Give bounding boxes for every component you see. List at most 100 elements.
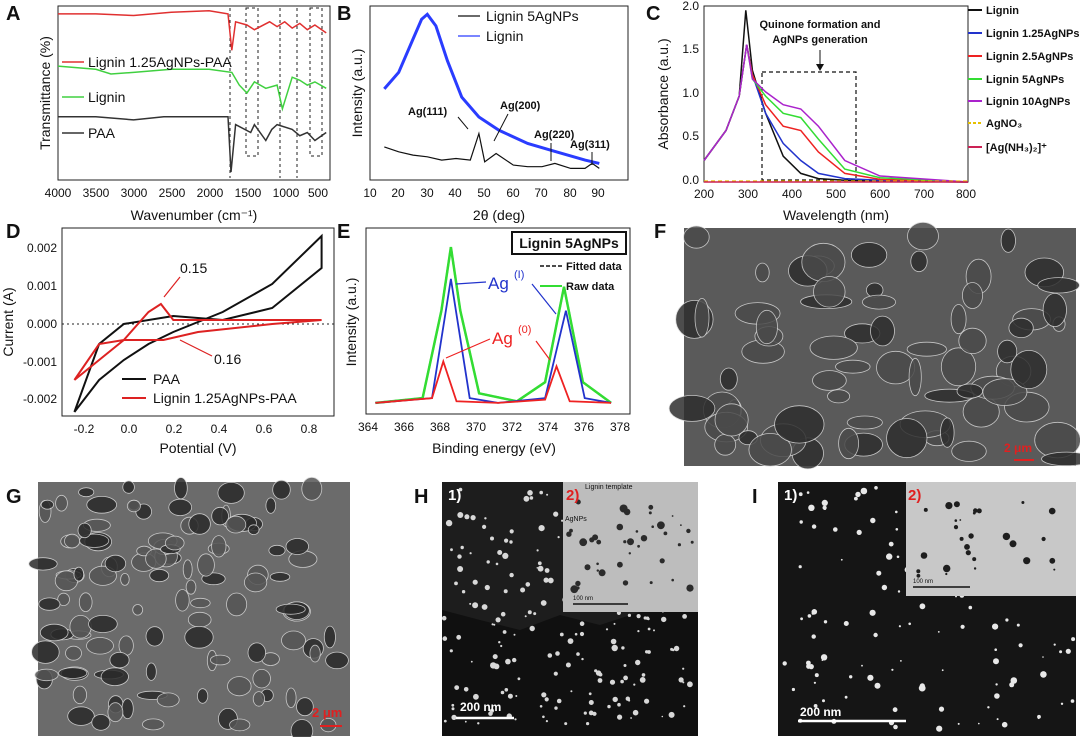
b-xlabel: 2θ (deg): [473, 207, 525, 223]
texture-cell: [87, 638, 114, 655]
d-peak-label-1: 0.15: [180, 260, 207, 276]
particle: [442, 616, 447, 621]
particle: [503, 630, 507, 634]
particle: [514, 718, 516, 720]
texture-cell: [941, 418, 955, 447]
particle: [512, 658, 516, 662]
particle: [630, 717, 632, 719]
particle: [456, 635, 461, 640]
e-xtick: 366: [394, 420, 414, 434]
d-xtick: -0.2: [74, 422, 95, 436]
texture-cell: [59, 668, 87, 679]
particle: [783, 661, 787, 665]
particle: [808, 614, 812, 618]
particle: [500, 645, 502, 647]
particle: [530, 496, 534, 500]
texture-cell: [836, 360, 871, 373]
particle: [649, 511, 652, 514]
d-ytick: 0.002: [27, 241, 57, 255]
texture-cell: [909, 358, 921, 395]
texture-cell: [105, 555, 126, 572]
e-title: Lignin 5AgNPs: [519, 235, 619, 251]
e-ylabel: Intensity (a.u.): [343, 278, 359, 367]
particle: [1003, 533, 1010, 540]
particle: [942, 669, 944, 671]
particle: [973, 512, 976, 515]
texture-cell: [175, 478, 188, 499]
f-scale-label: 2 μm: [1004, 441, 1032, 455]
panel-f: F 2 μm: [654, 221, 1080, 469]
particle: [648, 505, 653, 510]
b-xtick: 90: [591, 186, 605, 200]
particle: [493, 654, 498, 659]
particle: [533, 612, 536, 615]
g-scale-label: 2 μm: [312, 705, 342, 720]
b-legend-2: Lignin: [486, 28, 523, 44]
e-xtick: 376: [574, 420, 594, 434]
texture-cell: [210, 655, 230, 665]
particle: [882, 585, 887, 590]
c-annotation-line1: Quinone formation and: [760, 19, 881, 31]
a-xtick: 500: [308, 186, 328, 200]
particle: [561, 520, 563, 522]
texture-cell: [169, 499, 192, 515]
a-xtick: 2000: [197, 186, 224, 200]
d-legend-1: PAA: [153, 371, 181, 387]
a-xtick: 3500: [83, 186, 110, 200]
e-legend-1: Fitted data: [566, 261, 622, 273]
particle: [895, 511, 898, 514]
d-legend-2: Lignin 1.25AgNPs-PAA: [153, 390, 297, 406]
particle: [541, 600, 547, 606]
texture-cell: [127, 500, 140, 512]
e-xtick: 378: [610, 420, 630, 434]
particle: [502, 553, 508, 559]
particle: [682, 614, 687, 619]
particle: [471, 661, 473, 663]
particle: [457, 566, 463, 572]
e-arrow-ag1-right: [532, 284, 556, 314]
particle: [644, 616, 647, 619]
particle: [504, 589, 508, 593]
i-scale-label: 200 nm: [800, 705, 841, 719]
texture-cell: [212, 536, 226, 557]
texture-cell: [324, 626, 335, 648]
d-xtick: 0.2: [166, 422, 183, 436]
particle: [799, 492, 803, 496]
particle: [920, 603, 926, 609]
texture-cell: [87, 496, 117, 513]
particle: [509, 540, 512, 543]
e-legend-2: Raw data: [566, 281, 615, 293]
plot-frame-e: [366, 228, 630, 414]
particle: [496, 563, 499, 566]
particle: [978, 723, 980, 725]
particle: [821, 654, 827, 660]
c-legend: Lignin Lignin 1.25AgNPs Lignin 2.5AgNPs …: [968, 5, 1080, 154]
particle: [528, 610, 532, 614]
c-arrow-head: [816, 64, 824, 71]
particle: [557, 699, 562, 704]
particle: [993, 658, 999, 664]
c-xtick: 800: [956, 187, 976, 201]
panel-g: G 2 μm: [6, 477, 350, 737]
particle: [611, 639, 617, 645]
particle: [628, 614, 631, 617]
particle: [617, 562, 623, 568]
particle: [586, 722, 589, 725]
particle: [446, 520, 452, 526]
texture-cell: [286, 688, 296, 708]
particle: [490, 537, 494, 541]
particle: [621, 646, 624, 649]
particle: [485, 585, 490, 590]
texture-cell: [282, 631, 306, 650]
particle: [454, 685, 459, 690]
particle: [647, 618, 650, 621]
particle: [461, 546, 464, 549]
particle: [945, 573, 947, 575]
particle: [1040, 671, 1047, 678]
b-xtick: 30: [420, 186, 434, 200]
particle: [966, 550, 971, 555]
texture-cell: [871, 316, 895, 346]
a-xtick: 2500: [159, 186, 186, 200]
texture-cell: [286, 539, 309, 555]
h-scale-label: 200 nm: [460, 700, 501, 714]
